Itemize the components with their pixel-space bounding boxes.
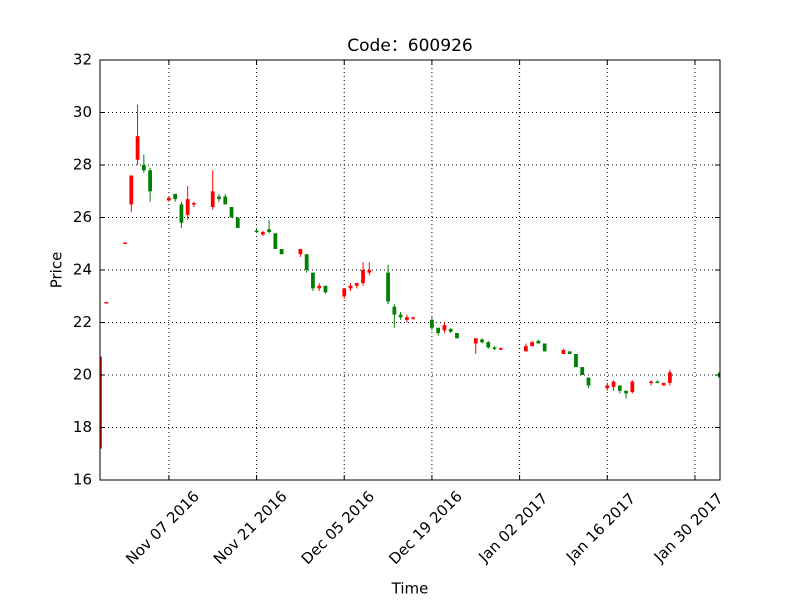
- candle-body: [574, 354, 578, 368]
- candle-body: [455, 333, 459, 339]
- candle-body: [480, 339, 484, 343]
- candle-body: [668, 372, 672, 383]
- candle-body: [630, 381, 635, 393]
- candle-body: [586, 377, 591, 386]
- candle-body: [605, 385, 610, 389]
- candle-body: [430, 319, 434, 328]
- candle-body: [129, 175, 134, 205]
- candle-body: [104, 302, 109, 304]
- candle-body: [192, 203, 196, 205]
- candle-body: [567, 351, 572, 354]
- candle-body: [304, 254, 309, 270]
- y-tick-label: 20: [73, 366, 92, 384]
- candle-body: [167, 197, 171, 201]
- candle-body: [148, 170, 152, 192]
- candle-body: [141, 165, 146, 171]
- candle-body: [317, 285, 322, 289]
- candle-body: [536, 340, 541, 344]
- candle-body: [210, 191, 215, 207]
- y-axis-label: Price: [48, 252, 66, 289]
- y-tick-label: 32: [73, 51, 92, 69]
- candle-body: [260, 231, 265, 235]
- chart-title: Code：600926: [347, 36, 472, 56]
- candle-body: [617, 385, 622, 391]
- candle-body: [354, 283, 359, 286]
- candle-body: [661, 382, 666, 386]
- candle-body: [561, 350, 566, 354]
- candle-body: [448, 329, 453, 332]
- candle-body: [100, 356, 102, 449]
- y-tick-label: 24: [73, 261, 92, 279]
- candle-body: [611, 381, 616, 387]
- candle-body: [254, 230, 259, 233]
- candle-body: [436, 327, 441, 333]
- candle-body: [217, 196, 221, 200]
- candle-body: [273, 233, 278, 249]
- candle-body: [404, 317, 409, 320]
- candle-body: [411, 317, 416, 319]
- candle-body: [135, 136, 140, 160]
- candle-body: [649, 381, 653, 384]
- candle-body: [235, 217, 240, 228]
- candle-body: [486, 342, 491, 348]
- candle-body: [473, 338, 478, 344]
- candle-body: [398, 314, 403, 318]
- y-tick-label: 18: [73, 418, 92, 436]
- candle-body: [179, 204, 184, 223]
- y-tick-label: 28: [73, 156, 92, 174]
- candle-body: [267, 229, 271, 232]
- candle-body: [392, 306, 397, 315]
- candle-body: [173, 193, 178, 200]
- candle-body: [185, 199, 190, 215]
- candle-body: [311, 272, 315, 289]
- y-tick-label: 16: [73, 471, 92, 489]
- y-tick-label: 22: [73, 313, 92, 331]
- candle-body: [223, 196, 228, 205]
- y-tick-label: 30: [73, 103, 92, 121]
- candle-body: [323, 285, 328, 293]
- candle-body: [361, 270, 365, 284]
- x-axis-label: Time: [391, 580, 429, 598]
- y-tick-label: 26: [73, 208, 92, 226]
- candle-body: [442, 325, 447, 331]
- candle-body: [498, 348, 503, 350]
- candle-body: [655, 381, 660, 384]
- candle-body: [523, 346, 528, 352]
- candle-body: [298, 249, 303, 255]
- plot: [100, 104, 720, 449]
- candle-body: [229, 207, 234, 218]
- candle-body: [279, 249, 284, 255]
- candle-body: [492, 347, 497, 349]
- candle-body: [342, 288, 347, 297]
- candle-body: [542, 343, 547, 352]
- candle-body: [348, 285, 353, 289]
- candle-body: [123, 242, 127, 244]
- candle-body: [624, 390, 628, 394]
- candle-body: [386, 272, 390, 302]
- candle-body: [367, 270, 372, 273]
- candle-body: [580, 367, 585, 375]
- candle-body: [530, 342, 534, 347]
